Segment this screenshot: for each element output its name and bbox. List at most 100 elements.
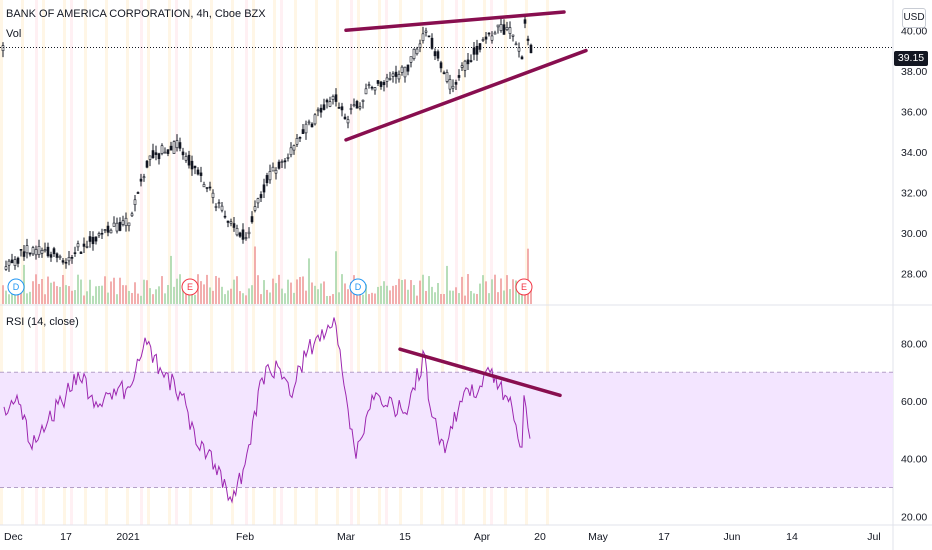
volume-bar [224,294,226,304]
candle-body [118,221,122,231]
price-tick-0: 28.00 [901,269,927,281]
candle-body [469,60,473,62]
candle-body [49,254,53,258]
volume-bar [8,294,10,304]
candle-body [25,245,29,254]
candle-body [46,246,50,257]
volume-bar [494,274,496,304]
session-stripe [245,0,248,525]
candle-body [40,250,44,254]
session-stripe [84,0,87,525]
earnings-marker: E [181,278,199,296]
volume-bar [296,279,298,304]
candle-body [304,123,308,134]
volume-bar [443,294,445,304]
volume-bar [149,288,151,304]
volume-bar [239,291,241,304]
time-tick-10: Jun [724,531,741,543]
volume-bar [143,279,145,304]
candle-body [202,184,206,188]
candle-body [163,151,167,154]
volume-bar [65,285,67,304]
candle-body [85,246,89,248]
rsi-tick-0: 20.00 [901,511,927,523]
volume-bar [452,290,454,304]
candle-body [241,229,245,240]
volume-bar [80,279,82,304]
volume-bar [203,284,205,304]
volume-bar [89,279,91,304]
candle-body [502,24,506,35]
volume-bar [341,274,343,304]
candle-body [289,147,293,156]
candle-body [364,88,368,95]
volume-bar [182,286,184,304]
session-stripe [175,0,178,525]
volume-bar [68,286,70,304]
price-tick-6: 40.00 [901,25,927,37]
candle-body [220,205,224,211]
session-stripe [231,0,234,525]
price-tick-4: 36.00 [901,106,927,118]
volume-bar [317,289,319,304]
volume-bar [500,278,502,304]
rsi-line [3,317,531,504]
currency-button[interactable]: USD [902,8,926,28]
candle-body [430,37,434,49]
volume-bar [32,281,34,304]
volume-bar [407,289,409,304]
volume-bar [323,281,325,304]
volume-bar [47,276,49,304]
candles [1,14,533,272]
volume-bar [437,283,439,304]
time-tick-3: Feb [236,531,254,543]
candle-body [94,236,98,242]
volume-bar [215,276,217,304]
volume-bar [17,290,19,304]
volume-bar [359,290,361,304]
candle-body [448,79,452,90]
candle-body [70,257,74,259]
candle-body [58,255,62,259]
candle-body [235,227,239,236]
candle-body [460,65,464,68]
session-stripe [385,0,388,525]
volume-bar [446,265,448,304]
candle-body [529,44,533,54]
session-stripe [420,0,423,525]
candle-body [157,153,161,160]
event-label: E [521,282,527,292]
candle-body [511,34,515,37]
volume-bar [404,279,406,304]
session-stripe [147,0,150,525]
candle-body [121,220,125,225]
candle-body [160,145,164,154]
price-tick-1: 30.00 [901,228,927,240]
volume-bar [515,280,517,304]
volume-bar [140,295,142,304]
candle-body [91,236,95,245]
session-stripe [105,0,108,525]
candle-body [259,194,263,199]
candle-body [457,75,461,78]
volume-bar [194,294,196,304]
volume-bar [251,285,253,304]
volume-bar [200,281,202,304]
time-tick-5: 15 [399,531,411,543]
candle-body [175,140,179,149]
candle-body [310,123,314,128]
candle-body [409,56,413,63]
candle-body [481,39,485,41]
volume-bar [98,285,100,304]
candle-body [403,66,407,78]
candle-body [508,27,512,34]
session-stripe [357,0,360,525]
candle-body [466,59,470,65]
time-tick-4: Mar [337,531,356,543]
session-stripes [0,0,549,525]
volume-bar [398,278,400,304]
session-stripe [490,0,493,525]
volume-bar [212,290,214,304]
candle-body [421,33,425,41]
